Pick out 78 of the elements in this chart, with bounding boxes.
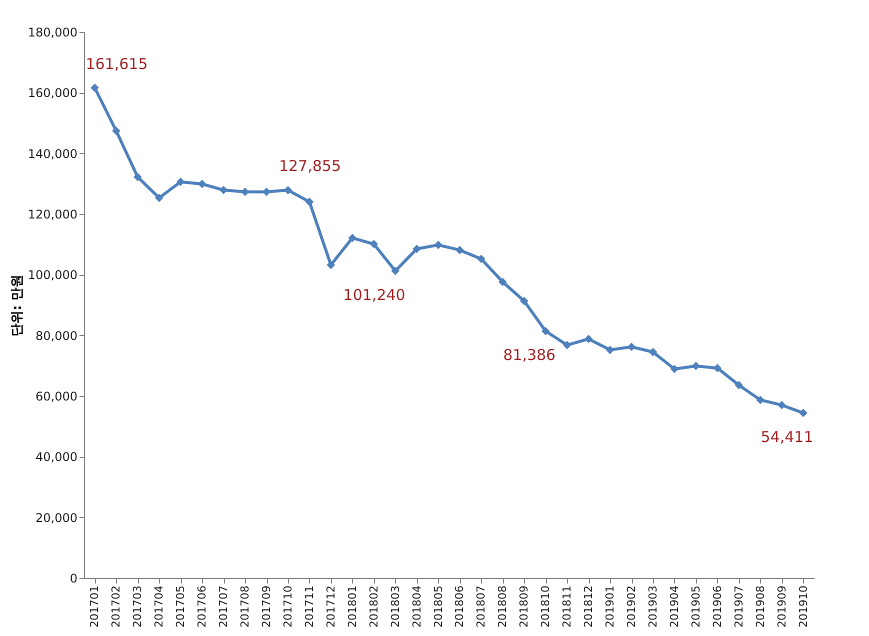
x-tick-label: 201802 xyxy=(367,586,380,628)
point xyxy=(584,334,593,344)
y-tick-label: 100,000 xyxy=(28,268,78,282)
point xyxy=(434,240,442,250)
x-tick-label: 201902 xyxy=(625,586,638,628)
x-tick-label: 201805 xyxy=(432,586,445,628)
data-label: 161,615 xyxy=(86,54,148,73)
point xyxy=(477,254,486,264)
point xyxy=(112,126,120,136)
point xyxy=(90,84,99,92)
x-tick-label: 201807 xyxy=(474,586,488,628)
x-tick-label: 201903 xyxy=(646,586,660,628)
x-tick-label: 201905 xyxy=(689,586,702,628)
point xyxy=(176,178,185,186)
x-tick-label: 201803 xyxy=(388,586,402,628)
point xyxy=(713,364,722,372)
point xyxy=(498,278,507,286)
data-label: 54,411 xyxy=(760,428,814,446)
y-tick-label: 60,000 xyxy=(36,390,78,404)
y-tick-label: 180,000 xyxy=(28,26,78,40)
point xyxy=(627,342,636,352)
point xyxy=(756,396,765,404)
x-tick-label: 201801 xyxy=(346,586,359,628)
x-tick-label: 201704 xyxy=(152,586,166,628)
x-tick-label: 201909 xyxy=(775,586,788,628)
x-tick-label: 201705 xyxy=(174,586,188,628)
point xyxy=(541,326,550,336)
x-tick-label: 201906 xyxy=(710,586,724,628)
point xyxy=(648,348,658,356)
point xyxy=(778,400,786,410)
y-tick-label: 120,000 xyxy=(28,208,78,222)
x-tick-label: 201712 xyxy=(324,586,338,628)
point xyxy=(734,380,744,390)
x-tick-label: 201703 xyxy=(131,586,144,628)
y-tick-label: 80,000 xyxy=(36,328,78,343)
point xyxy=(799,408,808,418)
point xyxy=(219,186,228,194)
x-tick-label: 201702 xyxy=(110,586,123,628)
x-tick-label: 201811 xyxy=(560,586,574,628)
point xyxy=(154,194,164,202)
x-tick-label: 201908 xyxy=(754,586,767,628)
point xyxy=(326,260,336,270)
point xyxy=(391,266,400,276)
point xyxy=(562,340,572,350)
y-tick-label: 0 xyxy=(70,572,78,586)
x-tick-label: 201810 xyxy=(539,586,552,628)
y-tick-label: 160,000 xyxy=(28,86,78,100)
x-tick-label: 201804 xyxy=(410,586,424,628)
x-tick-label: 201707 xyxy=(217,586,230,628)
point xyxy=(456,246,464,254)
y-axis-title: 단위: 만원 xyxy=(10,274,25,336)
y-tick-label: 40,000 xyxy=(36,450,78,464)
x-tick-label: 201907 xyxy=(732,586,746,628)
x-tick-label: 201711 xyxy=(302,586,316,628)
point xyxy=(348,234,357,242)
x-tick-label: 201709 xyxy=(260,586,273,628)
data-label: 81,386 xyxy=(503,346,556,364)
point xyxy=(520,296,528,306)
point xyxy=(606,346,614,354)
y-tick-label: 20,000 xyxy=(36,510,78,525)
y-tick-label: 140,000 xyxy=(28,146,78,161)
x-tick-label: 201706 xyxy=(196,586,209,628)
x-tick-label: 201809 xyxy=(518,586,531,628)
x-tick-label: 201708 xyxy=(238,586,252,628)
data-label: 101,240 xyxy=(343,286,406,304)
point xyxy=(305,198,314,206)
x-tick-label: 201710 xyxy=(281,586,294,628)
data-label: 127,855 xyxy=(278,157,341,176)
x-tick-label: 201806 xyxy=(453,586,466,628)
x-tick-label: 201904 xyxy=(668,586,681,628)
x-tick-label: 201701 xyxy=(88,586,102,628)
x-tick-label: 201812 xyxy=(582,586,596,628)
point xyxy=(412,244,421,254)
x-tick-label: 201910 xyxy=(796,586,810,628)
point xyxy=(370,240,378,248)
x-tick-label: 201901 xyxy=(604,586,617,628)
point xyxy=(133,172,142,182)
x-tick-label: 201808 xyxy=(496,586,510,628)
